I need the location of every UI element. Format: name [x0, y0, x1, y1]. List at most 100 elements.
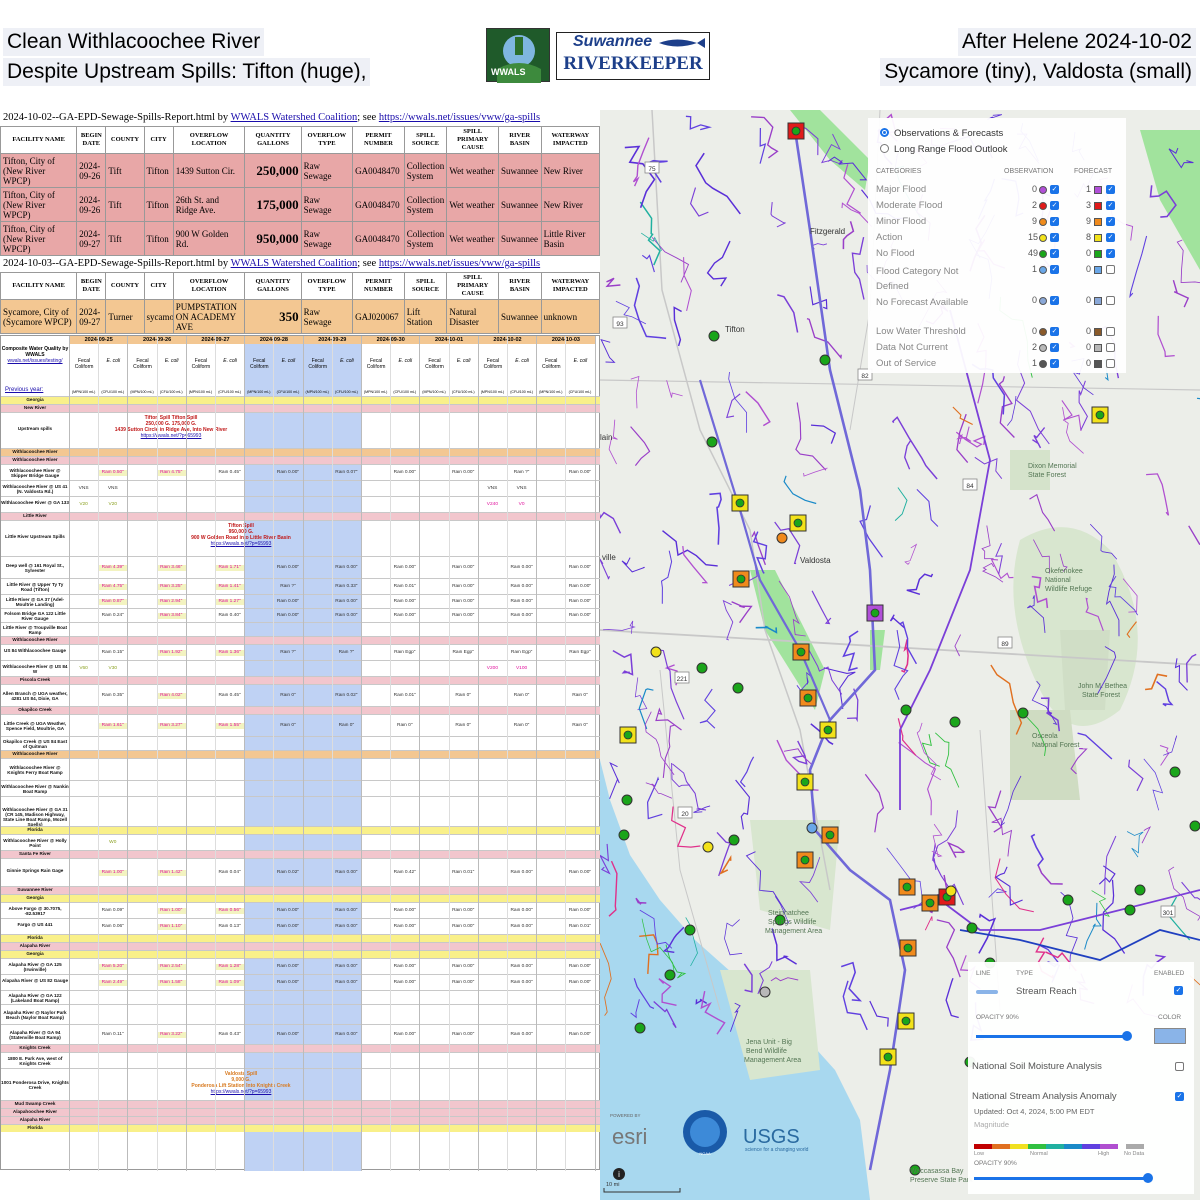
city-label-valdosta: Valdosta — [800, 556, 831, 565]
opacity2-slider-thumb[interactable] — [1143, 1173, 1153, 1183]
gauge-observation-marker[interactable] — [1124, 904, 1136, 916]
legend-forecast-checkbox[interactable] — [1106, 265, 1115, 274]
report1-spills-link[interactable]: https://wwals.net/issues/vww/ga-spills — [378, 112, 541, 123]
opacity-slider-thumb[interactable] — [1122, 1031, 1132, 1041]
gauge-observation-marker[interactable] — [909, 1164, 921, 1176]
road-shield-label: 20 — [681, 811, 689, 818]
stream-reach-checkbox[interactable]: ✓ — [1174, 986, 1183, 995]
gauge-observation-marker[interactable] — [634, 1022, 646, 1034]
gauge-observation-marker[interactable] — [1169, 766, 1181, 778]
legend-forecast-checkbox[interactable]: ✓ — [1106, 185, 1115, 194]
legend-forecast-checkbox[interactable]: ✓ — [1106, 217, 1115, 226]
site-label: Piscola Creek — [19, 677, 51, 682]
gauge-observation-marker[interactable] — [706, 436, 718, 448]
legend-forecast-checkbox[interactable] — [1106, 359, 1115, 368]
opacity-slider-track[interactable] — [976, 1035, 1128, 1038]
table-cell: Natural Disaster — [446, 299, 499, 334]
opacity2-slider-track[interactable] — [974, 1177, 1148, 1180]
gauge-observation-marker[interactable] — [708, 330, 720, 342]
stream-reach — [990, 664, 1023, 735]
table-cell: Collection System — [403, 221, 448, 256]
gauge-observation-marker[interactable] — [728, 834, 740, 846]
gauge-observation-marker[interactable] — [1062, 894, 1074, 906]
legend-observation-checkbox[interactable]: ✓ — [1050, 233, 1059, 242]
stream-reach — [1029, 493, 1056, 532]
gauge-observation-marker[interactable] — [903, 943, 913, 953]
gauge-observation-marker[interactable] — [825, 830, 835, 840]
soil-moisture-checkbox[interactable] — [1175, 1062, 1184, 1071]
legend-observation-checkbox[interactable]: ✓ — [1050, 296, 1059, 305]
legend-observation-checkbox[interactable]: ✓ — [1050, 185, 1059, 194]
stream-reach — [1097, 646, 1117, 694]
report1-org-link[interactable]: WWALS Watershed Coalition — [230, 112, 358, 123]
legend-observation-checkbox[interactable]: ✓ — [1050, 201, 1059, 210]
wq-value: Rain 0.13" — [218, 924, 241, 929]
spill-note-line[interactable]: https://wwals.net/?p=65993 — [210, 541, 272, 547]
gauge-observation-marker[interactable] — [774, 914, 786, 926]
gauge-observation-marker[interactable] — [621, 794, 633, 806]
legend-observation-checkbox[interactable]: ✓ — [1050, 359, 1059, 368]
legend-forecast-checkbox[interactable] — [1106, 296, 1115, 305]
gauge-observation-marker[interactable] — [823, 725, 833, 735]
legend-observation-checkbox[interactable]: ✓ — [1050, 327, 1059, 336]
gauge-observation-marker[interactable] — [1134, 884, 1146, 896]
previous-year-link[interactable]: Previous year: — [5, 387, 44, 393]
legend-forecast-checkbox[interactable]: ✓ — [1106, 249, 1115, 258]
report2-org-link[interactable]: WWALS Watershed Coalition — [230, 258, 358, 269]
legend-observation-checkbox[interactable]: ✓ — [1050, 265, 1059, 274]
legend-forecast-checkbox[interactable]: ✓ — [1106, 201, 1115, 210]
gauge-observation-marker[interactable] — [791, 126, 801, 136]
wq-value: Rain 0.00" — [276, 599, 300, 604]
spill-note-line[interactable]: https://wwals.net/?p=65993 — [210, 1089, 272, 1095]
stream-anomaly-checkbox[interactable]: ✓ — [1175, 1092, 1184, 1101]
gauge-observation-marker[interactable] — [623, 730, 633, 740]
gauge-observation-marker[interactable] — [803, 693, 813, 703]
e-coli-header: E. coli — [98, 344, 127, 388]
legend-forecast-checkbox[interactable] — [1106, 343, 1115, 352]
gauge-observation-marker[interactable] — [1189, 820, 1200, 832]
gauge-observation-marker[interactable] — [684, 924, 696, 936]
gauge-observation-marker[interactable] — [800, 855, 810, 865]
gauge-observation-marker[interactable] — [732, 682, 744, 694]
gauge-observation-marker[interactable] — [702, 841, 714, 853]
gauge-observation-marker[interactable] — [1095, 410, 1105, 420]
stream-reach — [1157, 315, 1175, 358]
grid-corner-link[interactable]: wwals.net/issues/testing/ — [7, 358, 63, 364]
info-icon[interactable] — [613, 1168, 625, 1180]
wq-value: Rain Egp" — [394, 650, 416, 655]
gauge-observation-marker[interactable] — [664, 969, 676, 981]
gauge-observation-marker[interactable] — [650, 646, 662, 658]
gauge-observation-marker[interactable] — [925, 898, 935, 908]
gauge-observation-marker[interactable] — [735, 498, 745, 508]
legend-category-label: Major Flood — [876, 184, 927, 195]
gauge-observation-marker[interactable] — [1017, 707, 1029, 719]
legend-observation-checkbox[interactable]: ✓ — [1050, 343, 1059, 352]
gauge-observation-marker[interactable] — [900, 704, 912, 716]
gauge-observation-marker[interactable] — [966, 922, 978, 934]
legend-observation-checkbox[interactable]: ✓ — [1050, 217, 1059, 226]
gauge-observation-marker[interactable] — [949, 716, 961, 728]
gauge-observation-marker[interactable] — [736, 574, 746, 584]
gauge-observation-marker[interactable] — [901, 1016, 911, 1026]
gauge-observation-marker[interactable] — [870, 608, 880, 618]
color-swatch[interactable] — [1154, 1028, 1186, 1044]
radio-long-range[interactable] — [880, 144, 889, 153]
legend-forecast-checkbox[interactable]: ✓ — [1106, 233, 1115, 242]
legend-observation-checkbox[interactable]: ✓ — [1050, 249, 1059, 258]
gauge-observation-marker[interactable] — [902, 882, 912, 892]
gauge-observation-marker[interactable] — [806, 822, 818, 834]
spill-note-line[interactable]: https://wwals.net/?p=65993 — [140, 433, 202, 439]
gauge-observation-marker[interactable] — [696, 662, 708, 674]
stream-reach — [662, 530, 718, 567]
gauge-observation-marker[interactable] — [793, 518, 803, 528]
gauge-observation-marker[interactable] — [883, 1052, 893, 1062]
report2-spills-link[interactable]: https://wwals.net/issues/vww/ga-spills — [378, 258, 541, 269]
gauge-observation-marker[interactable] — [800, 777, 810, 787]
gauge-observation-marker[interactable] — [796, 647, 806, 657]
gauge-observation-marker[interactable] — [819, 354, 831, 366]
gauge-observation-marker[interactable] — [945, 885, 957, 897]
gauge-observation-marker[interactable] — [759, 986, 771, 998]
legend-forecast-checkbox[interactable] — [1106, 327, 1115, 336]
gauge-observation-marker[interactable] — [618, 829, 630, 841]
gauge-observation-marker[interactable] — [776, 532, 788, 544]
